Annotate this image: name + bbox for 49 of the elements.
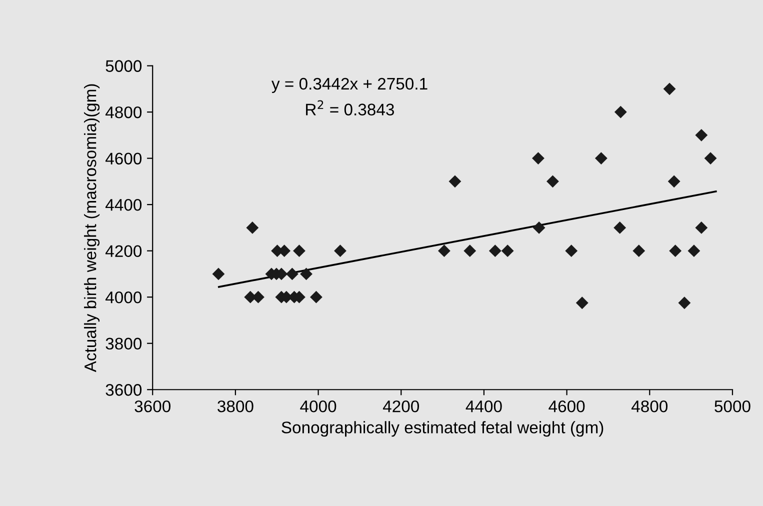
point xyxy=(488,244,502,258)
point xyxy=(704,152,717,165)
point xyxy=(663,82,676,96)
y-tick-label: 4400 xyxy=(105,198,142,211)
x-tick-label: 5000 xyxy=(714,400,750,412)
y-tick-label: 4600 xyxy=(105,152,142,165)
point xyxy=(669,244,682,258)
point xyxy=(293,244,306,258)
x-tick-label: 4000 xyxy=(300,400,336,412)
point xyxy=(614,221,626,234)
point xyxy=(448,175,462,188)
point xyxy=(438,244,450,258)
x-tick-label: 4800 xyxy=(631,400,668,412)
point xyxy=(576,296,588,310)
point xyxy=(695,128,708,142)
point xyxy=(501,244,514,258)
point xyxy=(300,268,312,280)
annotation: y = 0.3442x + 2750.1 xyxy=(272,78,428,93)
point xyxy=(310,290,322,304)
y-tick-label: 3600 xyxy=(106,384,142,396)
point xyxy=(246,221,259,234)
x-tick-label: 4200 xyxy=(382,400,420,412)
point xyxy=(334,244,346,258)
point xyxy=(614,106,627,118)
y-tick-label: 4200 xyxy=(105,245,142,258)
y-tick-label: 3800 xyxy=(106,338,142,350)
point xyxy=(632,244,646,258)
x-tick-label: 4400 xyxy=(466,400,502,412)
point xyxy=(678,296,691,310)
x-axis-title: Sonographically estimated fetal weight (gm) xyxy=(282,421,604,437)
point xyxy=(594,152,608,165)
point xyxy=(212,268,225,280)
point xyxy=(695,221,708,234)
x-tick-label: 3600 xyxy=(134,400,170,412)
y-tick-label: 4800 xyxy=(105,106,142,118)
y-tick-label: 4000 xyxy=(105,291,142,304)
y-axis-title: Actually birth weight (macrosomia)(gm) xyxy=(84,84,100,372)
point xyxy=(532,221,546,234)
x-tick-label: 4600 xyxy=(548,400,585,412)
point xyxy=(286,268,298,280)
point xyxy=(546,175,559,188)
point xyxy=(688,244,700,258)
x-tick-label: 3800 xyxy=(218,400,254,412)
annotation: R$^{2}$ = 0.3843 xyxy=(306,100,394,116)
point xyxy=(668,175,680,188)
point xyxy=(464,244,476,258)
point xyxy=(565,244,578,258)
y-tick-label: 5000 xyxy=(106,60,142,72)
point xyxy=(532,152,544,165)
